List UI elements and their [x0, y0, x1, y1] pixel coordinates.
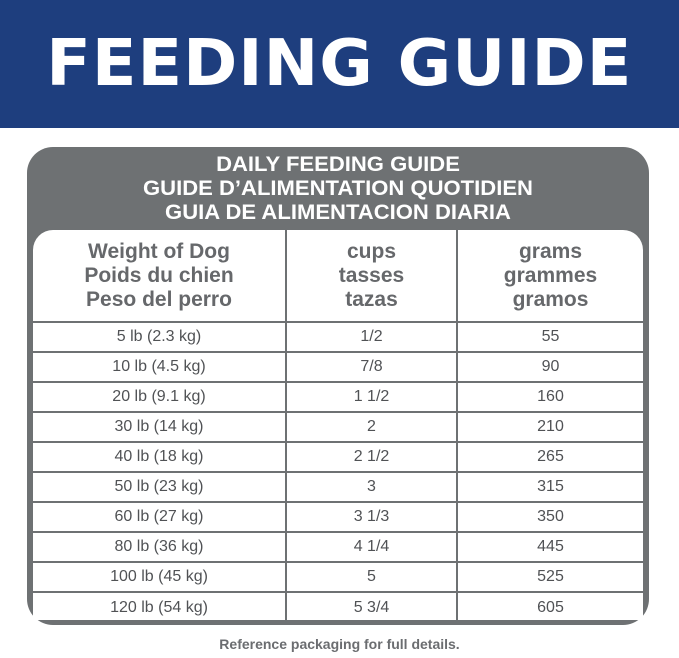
cups-cell: 5 3/4	[286, 592, 458, 620]
table-row: 20 lb (9.1 kg) 1 1/2 160	[33, 382, 643, 413]
grams-cell: 350	[457, 502, 643, 533]
table-row: 50 lb (23 kg) 3 315	[33, 472, 643, 503]
grams-cell: 525	[457, 562, 643, 593]
grams-cell: 315	[457, 472, 643, 503]
cups-cell: 1/2	[286, 322, 458, 353]
cups-cell: 3	[286, 472, 458, 503]
weight-cell: 120 lb (54 kg)	[33, 592, 287, 620]
table-row: 80 lb (36 kg) 4 1/4 445	[33, 532, 643, 563]
table-row: 100 lb (45 kg) 5 525	[33, 562, 643, 593]
table-row: 40 lb (18 kg) 2 1/2 265	[33, 442, 643, 473]
weight-cell: 50 lb (23 kg)	[33, 472, 287, 503]
weight-cell: 5 lb (2.3 kg)	[33, 322, 287, 353]
cups-cell: 1 1/2	[286, 382, 458, 413]
grams-cell: 55	[457, 322, 643, 353]
banner: FEEDING GUIDE	[0, 0, 679, 128]
table-row: 10 lb (4.5 kg) 7/8 90	[33, 352, 643, 383]
weight-cell: 20 lb (9.1 kg)	[33, 382, 287, 413]
header-weight: Weight of Dog Poids du chien Peso del perr…	[33, 230, 287, 323]
grams-cell: 605	[537, 598, 564, 616]
grams-cell: 265	[457, 442, 643, 473]
weight-cell: 30 lb (14 kg)	[33, 412, 287, 443]
header-cups: cups tasses tazas	[286, 230, 458, 323]
table-row: 5 lb (2.3 kg) 1/2 55	[33, 322, 643, 353]
weight-cell: 80 lb (36 kg)	[33, 532, 287, 563]
weight-cell: 100 lb (45 kg)	[33, 562, 287, 593]
footer-note: Reference packaging for full details.	[219, 636, 460, 652]
table-row: 120 lb (54 kg) 5 3/4 605	[33, 592, 643, 620]
cups-cell: 5	[286, 562, 458, 593]
page-title: FEEDING GUIDE	[46, 27, 633, 101]
cups-cell: 7/8	[286, 352, 458, 383]
grams-cell: 160	[457, 382, 643, 413]
feeding-table: Weight of Dog Poids du chien Peso del perr…	[33, 230, 643, 620]
grams-cell: 90	[457, 352, 643, 383]
table-row: 60 lb (27 kg) 3 1/3 350	[33, 502, 643, 533]
cups-cell: 3 1/3	[286, 502, 458, 533]
table-row: 30 lb (14 kg) 2 210	[33, 412, 643, 443]
header-row: Weight of Dog Poids du chien Peso del perr…	[33, 230, 643, 323]
title-en: DAILY FEEDING GUIDE	[216, 153, 460, 176]
weight-cell: 60 lb (27 kg)	[33, 502, 287, 533]
title-fr: GUIDE D’ALIMENTATION QUOTIDIEN	[143, 177, 533, 200]
table-titles: DAILY FEEDING GUIDE GUIDE D’ALIMENTATION…	[11, 153, 664, 225]
grams-cell: 210	[457, 412, 643, 443]
cups-cell: 2 1/2	[286, 442, 458, 473]
cups-cell: 4 1/4	[286, 532, 458, 563]
title-es: GUIA DE ALIMENTACION DIARIA	[165, 201, 511, 224]
feeding-guide-box: DAILY FEEDING GUIDE GUIDE D’ALIMENTATION…	[27, 147, 649, 625]
header-grams: grams grammes gramos	[457, 230, 643, 323]
grams-cell: 445	[457, 532, 643, 563]
cups-cell: 2	[286, 412, 458, 443]
weight-cell: 40 lb (18 kg)	[33, 442, 287, 473]
weight-cell: 10 lb (4.5 kg)	[33, 352, 287, 383]
